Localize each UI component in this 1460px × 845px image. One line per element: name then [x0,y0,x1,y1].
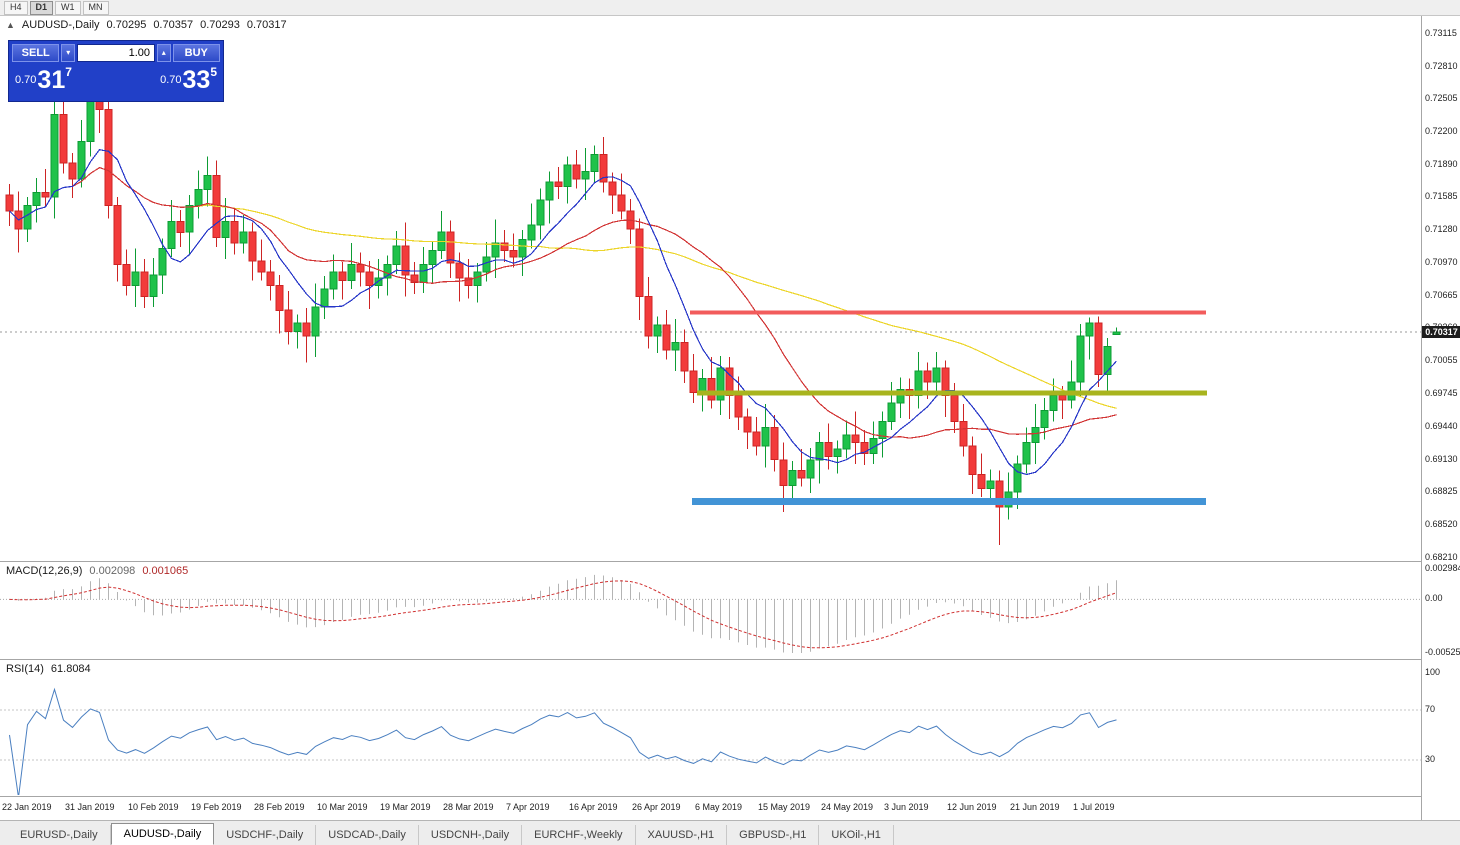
date-axis-label: 19 Mar 2019 [380,802,431,812]
date-axis-label: 21 Jun 2019 [1010,802,1060,812]
date-axis-label: 3 Jun 2019 [884,802,929,812]
price-axis-label: 0.72200 [1425,125,1458,136]
price-axis-label: 0.69130 [1425,453,1458,464]
price-axis-label: 0.72810 [1425,60,1458,71]
date-axis-label: 19 Feb 2019 [191,802,242,812]
one-click-trading-panel: SELL ▾ ▴ BUY 0.70 31 7 0.70 33 5 [8,40,224,102]
rsi-value: 61.8084 [50,663,91,675]
chart-symbol-icon: ▲ [6,20,15,30]
price-axis-label: 0.72505 [1425,93,1458,104]
price-axis-label: 0.69440 [1425,420,1458,431]
chart-tab-ukoil[interactable]: UKOil-,H1 [819,825,894,845]
timeframe-toolbar: H4 D1 W1 MN [0,0,1460,16]
macd-label: MACD(12,26,9) [6,565,83,577]
chart-tab-usdchf[interactable]: USDCHF-,Daily [214,825,317,845]
price-axis-label: 0.71585 [1425,191,1458,202]
symbol-label: AUDUSD-,Daily [21,19,100,31]
rsi-label: RSI(14) [6,663,44,675]
price-axis-label: 0.70665 [1425,289,1458,300]
macd-header: MACD(12,26,9) 0.002098 0.001065 [6,565,188,577]
date-axis-label: 22 Jan 2019 [2,802,52,812]
date-axis-label: 16 Apr 2019 [569,802,618,812]
chart-tab-usdcnh[interactable]: USDCNH-,Daily [419,825,523,845]
rsi-header: RSI(14) 61.8084 [6,663,91,675]
macd-axis-label: 0.002984 [1425,563,1460,573]
price-axis-label: 0.68520 [1425,518,1458,529]
date-axis-label: 7 Apr 2019 [506,802,550,812]
rsi-panel: RSI(14) 61.8084 [0,659,1421,796]
buy-button[interactable]: BUY [172,44,220,62]
chart-tab-eurusd[interactable]: EURUSD-,Daily [8,825,111,845]
date-axis-label: 28 Feb 2019 [254,802,305,812]
rsi-canvas [0,660,1421,795]
date-axis-label: 10 Mar 2019 [317,802,368,812]
chart-tab-eurchf[interactable]: EURCHF-,Weekly [522,825,636,845]
date-axis-label: 10 Feb 2019 [128,802,179,812]
buy-price-big-digits: 33 [182,66,211,94]
buy-price-prefix: 0.70 [160,74,182,86]
chart-tab-usdcad[interactable]: USDCAD-,Daily [316,825,419,845]
date-axis-label: 31 Jan 2019 [65,802,115,812]
symbol-ohlc-line: ▲ AUDUSD-,Daily 0.70295 0.70357 0.70293 … [6,19,287,31]
price-axis-label: 0.71280 [1425,224,1458,235]
date-axis-label: 1 Jul 2019 [1073,802,1115,812]
timeframe-button-h4[interactable]: H4 [4,0,28,15]
date-axis-label: 24 May 2019 [821,802,874,812]
price-chart-panel[interactable]: ▲ AUDUSD-,Daily 0.70295 0.70357 0.70293 … [0,16,1421,561]
chart-tab-audusd[interactable]: AUDUSD-,Daily [110,823,215,845]
macd-signal-value: 0.001065 [142,565,189,577]
price-axis-label: 0.68825 [1425,486,1458,497]
price-axis-label: 0.68210 [1425,552,1458,562]
value-axis-column: 0.73115 0.72810 0.72505 0.72200 0.71890 0.715… [1421,16,1460,820]
buy-price[interactable]: 0.70 33 5 [160,65,217,95]
timeframe-button-d1[interactable]: D1 [29,0,54,15]
price-axis-label: 0.71890 [1425,158,1458,169]
volume-increment-button[interactable]: ▴ [157,44,171,62]
price-axis-label: 0.70055 [1425,354,1458,365]
date-axis-label: 15 May 2019 [758,802,811,812]
date-axis: 22 Jan 2019 31 Jan 2019 10 Feb 2019 19 Feb … [0,796,1421,820]
date-axis-label: 26 Apr 2019 [632,802,681,812]
timeframe-button-w1[interactable]: W1 [55,0,81,15]
macd-canvas [0,562,1421,658]
rsi-axis-label: 100 [1425,666,1441,677]
macd-axis-label: 0.00 [1425,593,1443,604]
price-axis-label: 0.70970 [1425,257,1458,268]
sell-button[interactable]: SELL [12,44,60,62]
sell-price-pipette: 7 [65,65,72,79]
volume-input[interactable] [77,44,155,62]
rsi-axis-label: 70 [1425,704,1436,714]
date-axis-label: 28 Mar 2019 [443,802,494,812]
price-chart-canvas[interactable] [0,16,1421,561]
sell-price[interactable]: 0.70 31 7 [15,65,72,95]
rsi-axis-label: 30 [1425,754,1436,764]
date-axis-label: 6 May 2019 [695,802,743,812]
ohlc-close: 0.70317 [246,19,287,31]
chart-tab-xauusd[interactable]: XAUUSD-,H1 [636,825,728,845]
ohlc-low: 0.70293 [200,19,240,31]
sell-price-prefix: 0.70 [15,74,37,86]
chart-tab-gbpusd[interactable]: GBPUSD-,H1 [727,825,820,845]
date-axis-label: 12 Jun 2019 [947,802,997,812]
price-axis-label: 0.69745 [1425,388,1458,399]
price-axis-label: 0.73115 [1425,28,1457,38]
current-price-badge: 0.70317 [1422,325,1460,338]
timeframe-button-mn[interactable]: MN [82,0,109,15]
ohlc-high: 0.70357 [153,19,194,31]
chart-tab-bar: EURUSD-,Daily AUDUSD-,Daily USDCHF-,Daily U… [0,820,1460,845]
macd-panel: MACD(12,26,9) 0.002098 0.001065 [0,561,1421,659]
buy-price-pipette: 5 [210,65,217,79]
macd-main-value: 0.002098 [89,565,136,577]
macd-axis-label: -0.005256 [1425,647,1460,657]
sell-price-big-digits: 31 [37,66,66,94]
volume-decrement-button[interactable]: ▾ [61,44,75,62]
ohlc-open: 0.70295 [106,19,147,31]
